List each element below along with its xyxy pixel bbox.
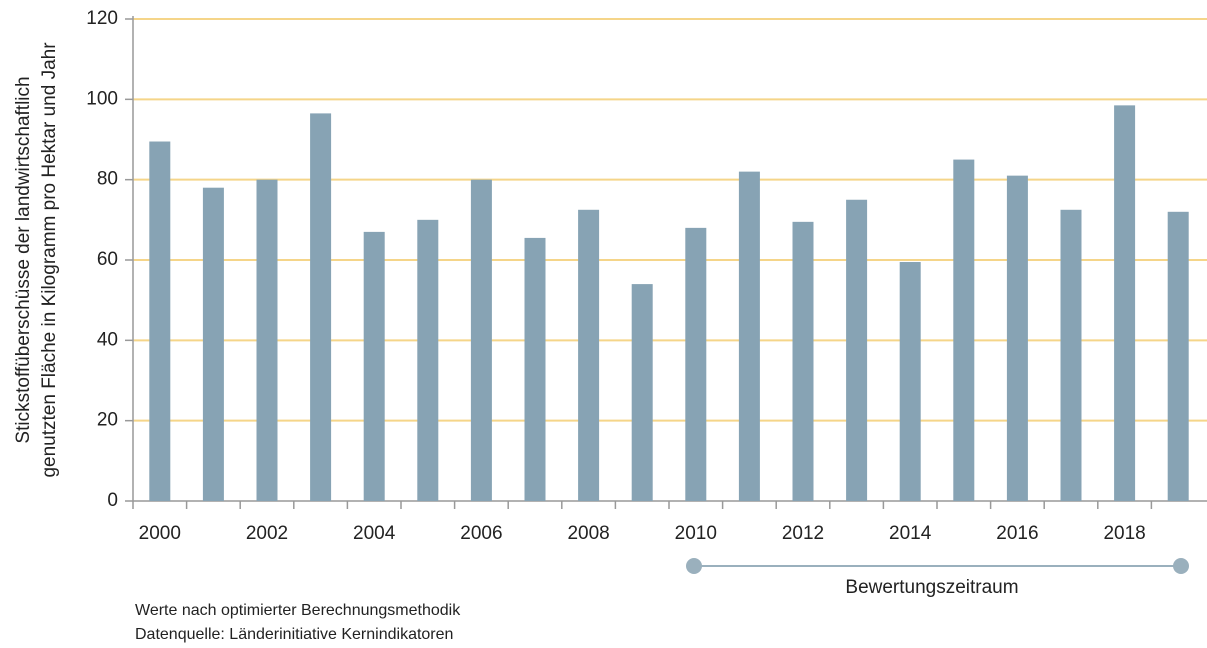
bar bbox=[792, 221, 814, 501]
y-axis-label: genutzten Fläche in Kilogramm pro Hektar… bbox=[39, 42, 60, 478]
y-tick-label: 100 bbox=[86, 88, 118, 109]
x-tick-label: 2002 bbox=[246, 523, 288, 544]
period-label: Bewertungszeitraum bbox=[845, 577, 1018, 598]
bar bbox=[417, 219, 439, 502]
period-start bbox=[686, 558, 702, 574]
x-tick-label: 2016 bbox=[996, 523, 1038, 544]
x-tick-label: 2014 bbox=[889, 523, 932, 544]
bar bbox=[738, 171, 760, 501]
period-end bbox=[1173, 558, 1189, 574]
bar bbox=[256, 179, 278, 501]
y-tick-label: 60 bbox=[97, 249, 118, 270]
x-tick-label: 2006 bbox=[460, 523, 502, 544]
x-tick-label: 2008 bbox=[567, 523, 609, 544]
x-tick-label: 2004 bbox=[353, 523, 396, 544]
y-tick-label: 20 bbox=[97, 410, 118, 431]
bar bbox=[631, 284, 653, 501]
bar bbox=[846, 199, 868, 501]
bar bbox=[899, 262, 921, 501]
note: Werte nach optimierter Berechnungsmethod… bbox=[135, 602, 461, 619]
bar bbox=[310, 113, 332, 502]
bar bbox=[1006, 175, 1028, 501]
bar bbox=[578, 209, 600, 501]
x-tick-label: 2000 bbox=[139, 523, 181, 544]
bar bbox=[470, 179, 492, 501]
bar bbox=[685, 227, 707, 501]
bar bbox=[1060, 209, 1082, 501]
y-axis-label: Stickstoffüberschüsse der landwirtschaft… bbox=[13, 76, 34, 443]
note: Datenquelle: Länderinitiative Kernindika… bbox=[135, 626, 453, 643]
bar bbox=[1114, 105, 1136, 501]
x-tick-label: 2010 bbox=[675, 523, 717, 544]
x-tick-label: 2012 bbox=[782, 523, 824, 544]
y-tick-label: 0 bbox=[107, 490, 118, 511]
y-tick-label: 120 bbox=[86, 8, 118, 29]
x-tick-label: 2018 bbox=[1103, 523, 1145, 544]
y-tick-label: 40 bbox=[97, 329, 118, 350]
bar bbox=[202, 187, 224, 501]
bar bbox=[524, 237, 546, 502]
bar bbox=[149, 141, 171, 501]
bar bbox=[363, 231, 385, 501]
bar bbox=[953, 159, 975, 502]
y-tick-label: 80 bbox=[97, 169, 118, 190]
bar bbox=[1167, 211, 1189, 502]
